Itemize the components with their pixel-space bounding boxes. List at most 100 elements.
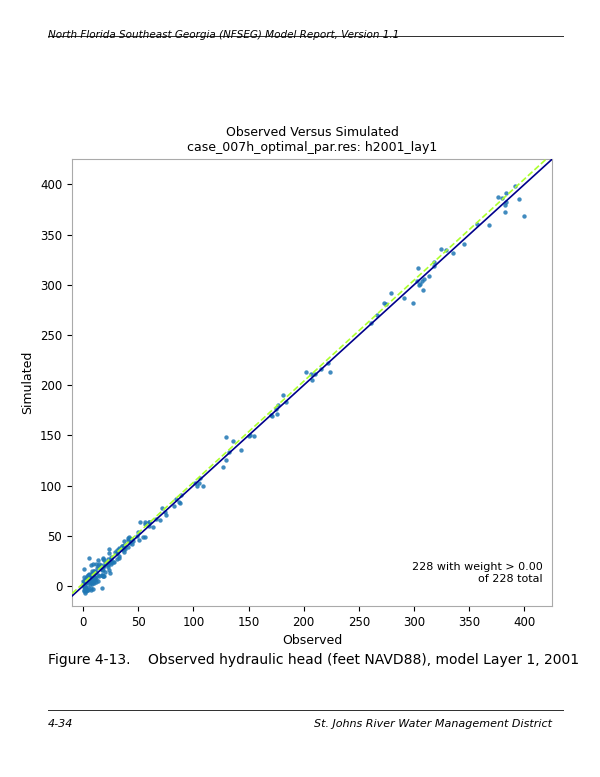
Point: [367, 317, 376, 329]
Point: [80, 580, 90, 593]
Point: [98, 552, 107, 564]
Point: [124, 531, 133, 543]
Point: [417, 275, 427, 287]
Point: [268, 409, 277, 422]
Point: [97, 582, 107, 594]
Point: [89, 570, 98, 582]
X-axis label: Observed: Observed: [282, 634, 342, 647]
Point: [119, 535, 128, 548]
Point: [79, 575, 88, 587]
Point: [82, 574, 92, 587]
Point: [128, 535, 137, 548]
Point: [415, 279, 424, 291]
Point: [379, 297, 389, 309]
Point: [175, 496, 184, 508]
Point: [119, 546, 128, 559]
Point: [500, 206, 510, 218]
Point: [80, 585, 89, 598]
Point: [104, 547, 113, 559]
Point: [109, 556, 119, 568]
Point: [82, 584, 91, 596]
Point: [135, 516, 145, 528]
Point: [272, 408, 282, 420]
Point: [88, 570, 98, 583]
Point: [175, 497, 184, 509]
Point: [88, 574, 98, 587]
Point: [121, 542, 130, 555]
Point: [79, 584, 89, 596]
Point: [110, 545, 119, 558]
Point: [80, 579, 89, 591]
Point: [98, 552, 108, 565]
Point: [100, 560, 109, 573]
Point: [83, 570, 92, 582]
Point: [84, 568, 94, 580]
Point: [86, 584, 95, 597]
Y-axis label: Simulated: Simulated: [22, 351, 34, 414]
Point: [224, 445, 233, 458]
Point: [460, 238, 469, 250]
Point: [83, 572, 93, 584]
Point: [98, 560, 108, 573]
Point: [155, 514, 165, 526]
Point: [144, 516, 154, 528]
Point: [79, 570, 89, 583]
Point: [106, 553, 116, 566]
Point: [382, 298, 391, 311]
Point: [112, 553, 122, 566]
Point: [79, 563, 89, 575]
Point: [194, 477, 204, 490]
Point: [117, 540, 127, 552]
Point: [118, 544, 127, 556]
Point: [520, 209, 529, 221]
Point: [103, 561, 112, 573]
Point: [400, 292, 409, 305]
Point: [169, 500, 178, 512]
Text: 4-34: 4-34: [48, 719, 73, 729]
Point: [82, 574, 91, 587]
Point: [79, 578, 88, 591]
Point: [140, 531, 149, 544]
Point: [119, 542, 128, 555]
Point: [140, 516, 150, 528]
Point: [160, 506, 170, 518]
Point: [103, 557, 113, 570]
Point: [502, 195, 511, 207]
Point: [161, 509, 171, 521]
Point: [84, 571, 94, 584]
Point: [171, 493, 181, 505]
Point: [91, 570, 100, 583]
Point: [82, 582, 91, 594]
Point: [80, 574, 89, 587]
Point: [123, 532, 133, 545]
Point: [87, 565, 97, 577]
Text: 228 with weight > 0.00
of 228 total: 228 with weight > 0.00 of 228 total: [412, 562, 542, 584]
Point: [133, 526, 143, 538]
Point: [114, 542, 124, 555]
Point: [108, 556, 118, 568]
Point: [87, 571, 97, 584]
Point: [119, 539, 129, 552]
Point: [497, 192, 506, 204]
Point: [218, 462, 227, 474]
Point: [85, 570, 94, 582]
Point: [281, 396, 290, 409]
Point: [88, 567, 97, 580]
Point: [118, 540, 127, 552]
Point: [82, 576, 91, 588]
Point: [91, 572, 100, 584]
Point: [302, 366, 311, 378]
Point: [441, 244, 451, 256]
Point: [79, 575, 89, 587]
Point: [86, 573, 95, 585]
Point: [236, 444, 246, 457]
Point: [429, 260, 439, 273]
Point: [113, 546, 122, 559]
Point: [139, 531, 148, 543]
Point: [157, 502, 167, 514]
Point: [97, 569, 106, 581]
Point: [89, 570, 98, 583]
Point: [424, 270, 434, 282]
Point: [127, 538, 137, 550]
Point: [83, 570, 92, 582]
